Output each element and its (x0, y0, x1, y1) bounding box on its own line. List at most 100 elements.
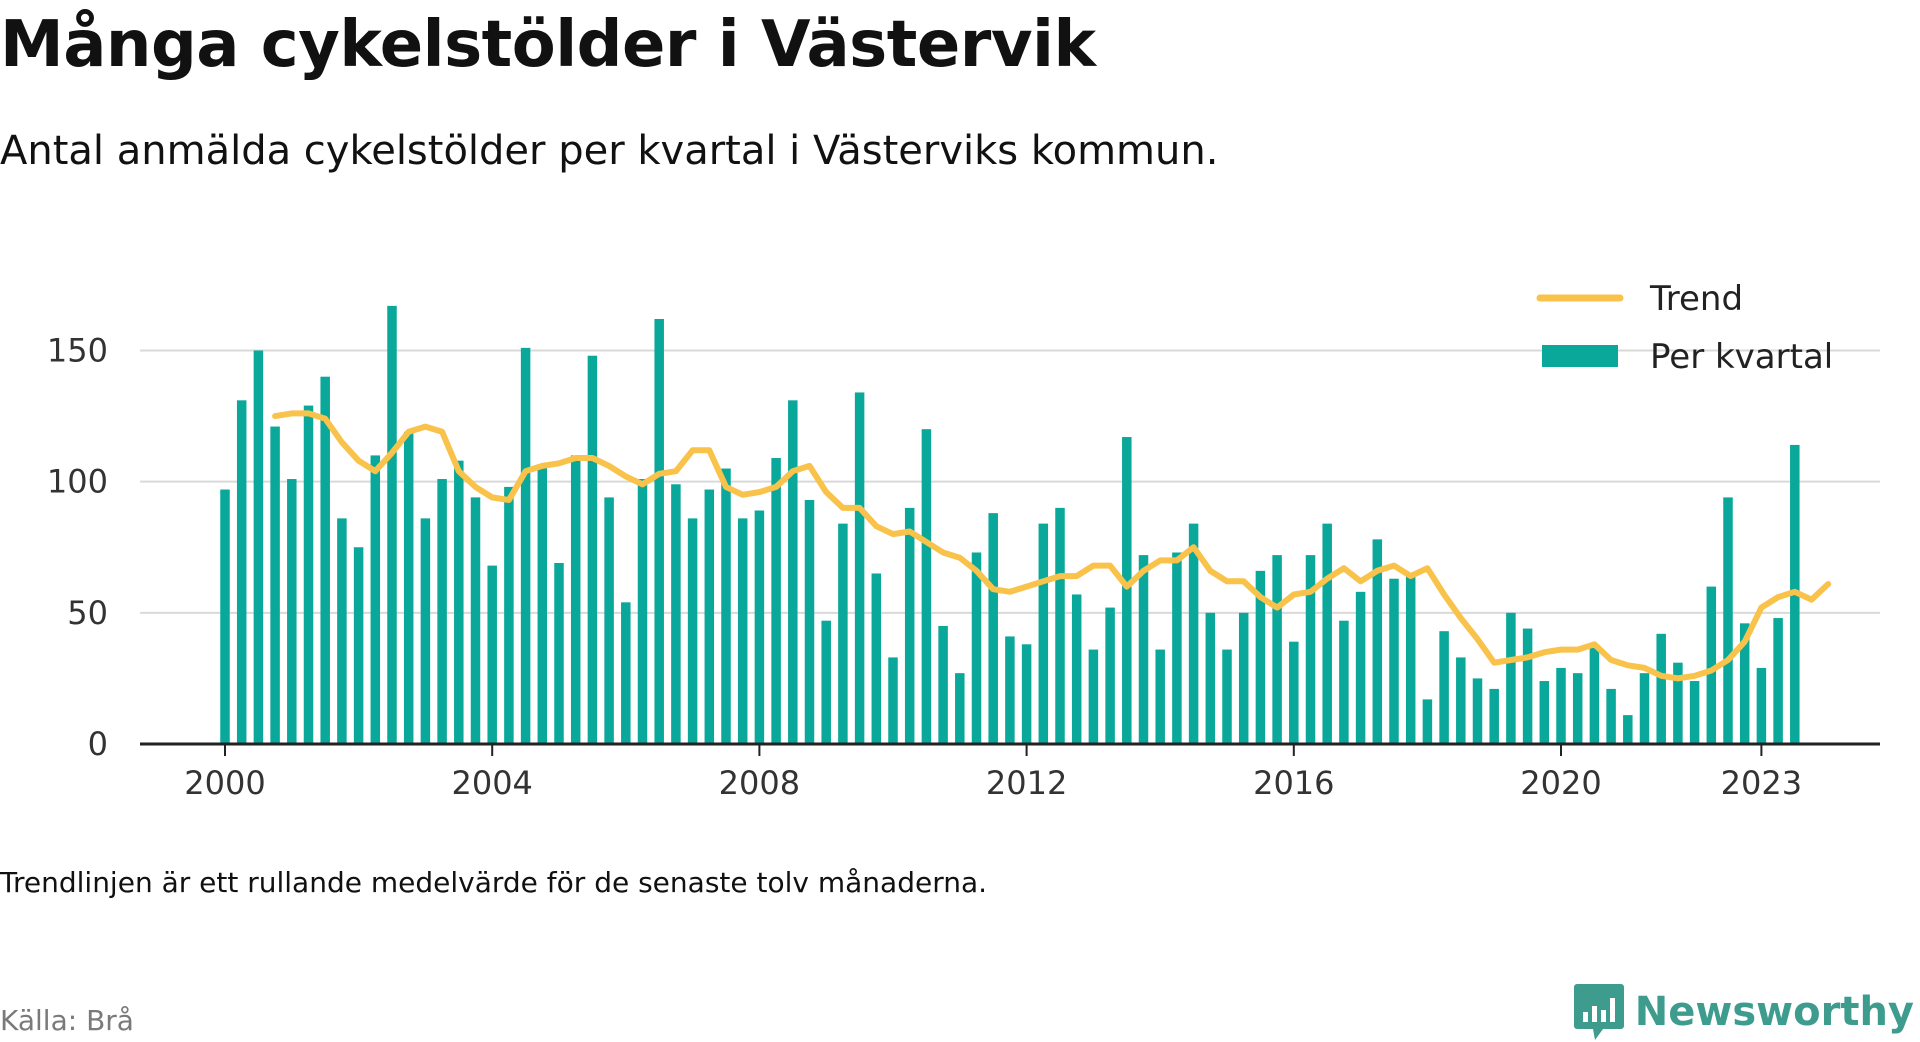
bar (1322, 523, 1332, 744)
bar (904, 507, 915, 744)
bar (1005, 636, 1015, 744)
legend-bar-swatch (1542, 345, 1618, 367)
bar (871, 573, 882, 744)
source-label: Källa: Brå (0, 1004, 134, 1037)
y-tick-label: 50 (67, 594, 108, 632)
bar (788, 400, 798, 744)
x-tick-label: 2020 (1520, 764, 1601, 802)
bar (1723, 497, 1733, 744)
bar (1038, 523, 1049, 744)
bar (253, 350, 264, 744)
bar (387, 305, 397, 744)
bar (470, 497, 481, 744)
bar (1255, 570, 1266, 744)
bar (1689, 681, 1700, 744)
bar (1071, 594, 1082, 744)
bar (1572, 673, 1583, 744)
bar (1138, 555, 1149, 744)
bar (671, 484, 681, 744)
bar (1372, 539, 1383, 744)
bar (621, 602, 631, 744)
x-tick-label: 2000 (184, 764, 265, 802)
bar (1172, 552, 1182, 744)
bar (420, 518, 431, 744)
chart-title: Många cykelstölder i Västervik (0, 8, 1096, 82)
bar-series (220, 305, 1800, 744)
bar (1339, 620, 1349, 744)
bar (220, 489, 230, 744)
bar (437, 479, 447, 744)
bar (520, 347, 531, 744)
y-tick-label: 150 (47, 331, 108, 369)
bar (955, 673, 965, 744)
bar (504, 486, 514, 744)
bar (1122, 437, 1132, 744)
bar (403, 431, 414, 744)
x-tick-label: 2012 (986, 764, 1067, 802)
bar (1355, 591, 1366, 744)
bar (1606, 688, 1616, 744)
bar (737, 518, 748, 744)
bar (687, 518, 698, 744)
bar (1021, 644, 1032, 744)
bar (1589, 644, 1600, 744)
legend: Trend Per kvartal (1536, 279, 1833, 377)
y-tick-label: 0 (88, 725, 108, 763)
chart-subtitle: Antal anmälda cykelstölder per kvartal i… (0, 128, 1219, 174)
newsworthy-logo-icon (1573, 984, 1624, 1040)
bar (353, 547, 364, 744)
bar (337, 518, 347, 744)
bar (604, 497, 614, 744)
bar (804, 500, 815, 744)
bar (1539, 681, 1550, 744)
bar (554, 562, 564, 744)
legend-trend-label: Trend (1649, 279, 1743, 319)
bar (654, 318, 664, 744)
bar (1439, 631, 1449, 744)
bar (320, 376, 330, 744)
bar (1506, 612, 1516, 744)
bar (1272, 555, 1282, 744)
x-tick-label: 2023 (1721, 764, 1802, 802)
bar (637, 479, 648, 744)
bar (1055, 507, 1065, 744)
bar (1105, 607, 1115, 744)
bar (454, 460, 464, 744)
bar (1088, 649, 1099, 744)
bar (303, 405, 314, 744)
gridlines (140, 349, 1880, 614)
legend-bar-label: Per kvartal (1650, 337, 1833, 377)
bar (1422, 699, 1433, 744)
bar (838, 523, 848, 744)
bar (888, 657, 898, 744)
bar (1472, 678, 1483, 744)
bar (921, 429, 932, 744)
bar (1706, 586, 1717, 744)
bar (236, 400, 247, 744)
bar (1389, 578, 1399, 744)
bar (938, 625, 948, 744)
newsworthy-logo-text: Newsworthy (1634, 989, 1914, 1035)
bar (1205, 612, 1216, 744)
bar (771, 458, 781, 744)
bar (1155, 649, 1165, 744)
trend-line (272, 410, 1832, 682)
bar (1522, 628, 1533, 744)
bar (1673, 662, 1683, 744)
bar (988, 513, 998, 744)
bar (1405, 573, 1416, 744)
bar (754, 510, 765, 744)
newsworthy-logo: Newsworthy (1573, 982, 1914, 1042)
bar (821, 620, 831, 744)
x-axis-ticks: 2000 2004 2008 2012 2016 2020 2023 (184, 744, 1802, 802)
bar (487, 565, 497, 744)
bar (270, 426, 280, 744)
bar (370, 455, 381, 744)
bar (1556, 667, 1566, 744)
bar (721, 468, 731, 744)
bar (1773, 618, 1783, 744)
trend-series (272, 410, 1832, 682)
bar (570, 455, 581, 744)
bar (587, 355, 598, 744)
bar (1305, 555, 1316, 744)
